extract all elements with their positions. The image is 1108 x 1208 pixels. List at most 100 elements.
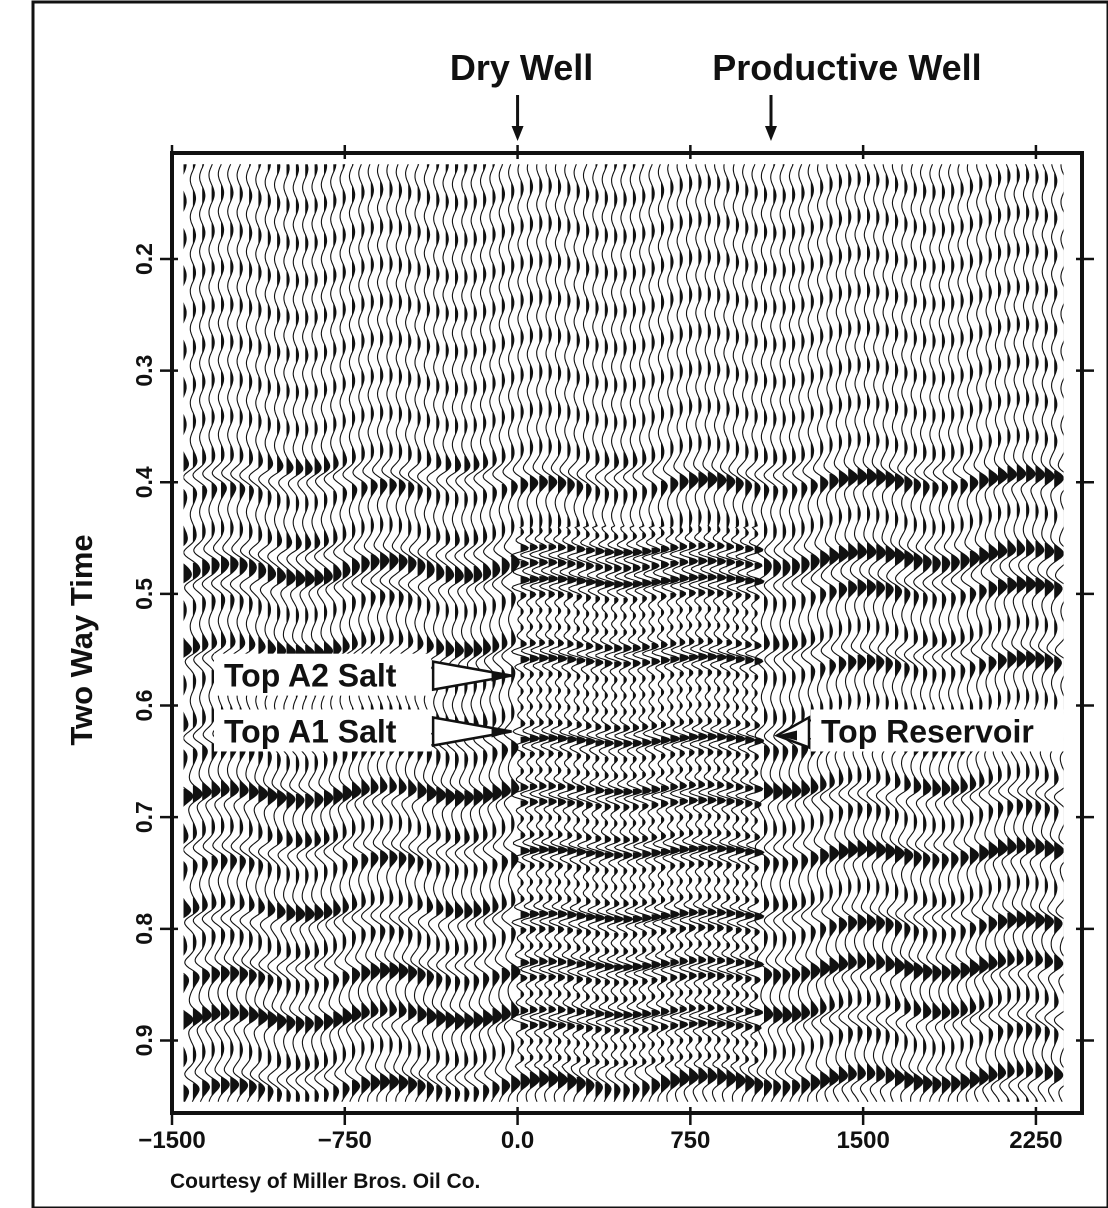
x-axis: −1500 −750 0.0 750 1500 2250 [138,145,1063,1154]
trace-fill [707,174,718,1086]
trace-wiggle [978,164,999,1102]
trace-wiggle [894,164,915,1102]
trace-wiggle [613,164,634,1102]
trace-wiggle [697,164,718,1102]
y-tick-label: 0.6 [131,690,157,722]
trace-wiggle [931,164,951,1102]
trace-wiggle [323,164,344,1102]
trace-wiggle [370,164,390,1102]
trace-wiggle [248,164,269,1102]
trace-fill [314,164,324,1102]
trace-wiggle [445,164,465,1102]
trace-fill [838,172,849,1086]
trace-wiggle [398,164,418,1102]
trace-fill [249,164,258,1099]
trace-wiggle [295,164,315,1102]
credit-text: Courtesy of Miller Bros. Oil Co. [170,1170,480,1193]
seismic-section [183,164,1064,1102]
trace-wiggle [426,164,447,1102]
y-tick-label: 0.8 [131,913,157,945]
trace-fill [352,164,361,1099]
trace-wiggle [632,164,653,1102]
trace-fill [389,180,399,1092]
trace-fill [969,177,980,1091]
trace-wiggle [903,164,924,1102]
trace-wiggle [183,164,194,1102]
trace-fill [445,164,455,1102]
trace-fill [586,164,596,1097]
trace-wiggle [678,164,700,1102]
trace-wiggle [529,164,550,1102]
trace-wiggle [482,164,503,1102]
trace-fill [408,164,417,1096]
trace-fill [473,164,483,1102]
trace-wiggle [285,164,306,1102]
trace-wiggle [183,164,203,1102]
trace-wiggle [660,164,681,1102]
trace-wiggle [800,164,821,1102]
well-arrow-head [764,126,777,141]
trace-fill [483,164,493,1102]
annotation-box [214,653,432,696]
trace-wiggle [332,164,353,1102]
x-tick-label: 1500 [836,1127,889,1154]
trace-wiggle [360,164,381,1102]
trace-wiggle [501,164,521,1102]
trace-fill [221,164,230,1096]
well-label: Productive Well [712,47,981,88]
horizon-annotations: Top A2 Salt Top A1 Salt Top Reservoir [214,653,1064,752]
trace-fill [661,182,671,1094]
trace-wiggle [379,164,400,1102]
trace-fill [698,174,708,1086]
trace-wiggle [669,164,690,1102]
trace-fill [192,164,203,1102]
trace-fill [782,164,792,1099]
trace-wiggle [547,164,569,1102]
trace-fill [745,182,755,1094]
trace-wiggle [417,164,437,1102]
trace-wiggle [828,164,849,1102]
trace-wiggle [922,164,942,1102]
trace-wiggle [257,164,278,1102]
trace-wiggle [941,164,961,1102]
trace-wiggle [201,164,221,1102]
trace-wiggle [1053,164,1064,1102]
trace-fill [230,164,239,1097]
trace-fill [211,164,221,1097]
trace-wiggle [407,164,427,1102]
trace-wiggle [1035,164,1055,1102]
trace-wiggle [342,164,362,1102]
trace-wiggle [211,164,230,1102]
trace-fill [183,164,193,1102]
trace-wiggle [988,164,1008,1102]
trace-fill [792,164,801,1099]
well-label: Dry Well [450,47,593,88]
trace-wiggle [388,164,409,1102]
trace-wiggle [866,164,887,1102]
y-tick-label: 0.4 [131,466,157,498]
trace-fill [501,164,511,1097]
trace-fill [829,175,839,1087]
y-tick-label: 0.2 [131,243,157,275]
annotation-label: Top Reservoir [821,713,1034,749]
y-tick-label: 0.3 [131,355,157,387]
trace-wiggle [622,164,643,1102]
trace-wiggle [594,164,615,1102]
trace-wiggle [1026,164,1046,1102]
trace-fill [773,164,783,1099]
trace-fill [305,164,315,1102]
trace-fill [492,164,502,1101]
trace-fill [960,180,970,1092]
trace-wiggle [566,164,587,1102]
trace-fill [623,164,633,1102]
trace-fill [651,164,661,1097]
trace-wiggle [220,164,240,1102]
trace-wiggle [819,164,840,1102]
trace-fill [885,174,896,1086]
trace-fill [941,164,951,1096]
trace-wiggle [239,164,259,1102]
trace-wiggle [857,164,877,1102]
x-tick-label: 750 [670,1127,710,1154]
trace-wiggle [351,164,371,1102]
trace-wiggle [314,164,334,1102]
